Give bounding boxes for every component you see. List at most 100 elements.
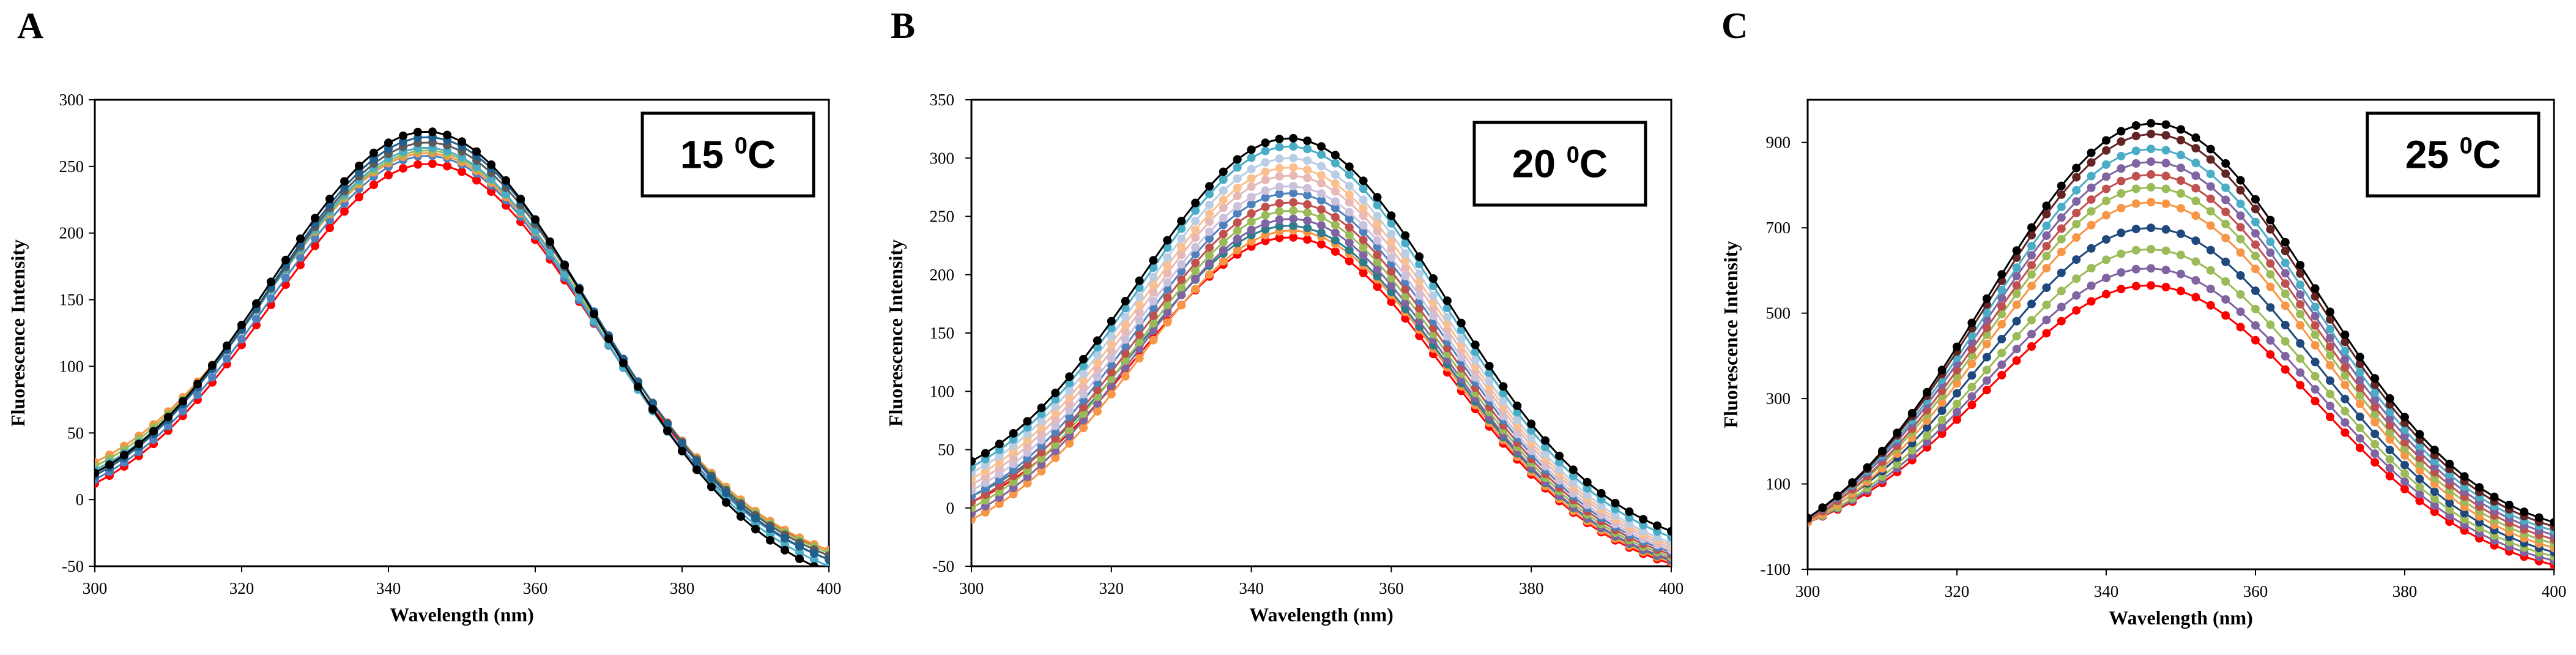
data-point-s4	[995, 457, 1004, 466]
data-point-s9	[2206, 266, 2215, 275]
data-point-s11	[2221, 311, 2230, 320]
data-point-s8	[355, 192, 363, 201]
data-point-s3	[2221, 183, 2230, 192]
data-point-s7	[2102, 211, 2110, 220]
y-tick-label: 300	[1766, 389, 1791, 408]
data-point-s7	[296, 253, 305, 262]
data-point-s6	[2326, 351, 2334, 360]
data-point-s11	[1937, 429, 1947, 438]
data-point-s10	[1953, 408, 1961, 417]
data-point-s8	[1233, 218, 1242, 227]
data-point-s1	[2311, 284, 2320, 293]
data-point-s9	[2147, 245, 2156, 253]
data-point-s3	[2191, 159, 2200, 168]
data-point-s1	[414, 127, 422, 137]
data-point-s1	[648, 405, 657, 414]
data-point-s1	[1149, 256, 1158, 265]
data-point-s3	[1331, 170, 1340, 179]
data-point-s4	[1387, 238, 1396, 246]
data-point-s3	[1457, 334, 1466, 343]
data-point-s5	[2281, 279, 2290, 288]
temperature-unit: C	[2473, 133, 2501, 177]
data-point-s9	[1997, 348, 2006, 357]
data-point-s3	[2042, 221, 2051, 230]
data-point-s11	[2072, 306, 2081, 315]
data-point-s4	[2251, 229, 2260, 238]
data-point-s12	[1149, 335, 1158, 345]
data-point-s1	[105, 460, 114, 470]
series-line-s2	[95, 136, 829, 561]
data-point-s10	[1303, 216, 1312, 225]
x-tick-label: 400	[1659, 579, 1684, 597]
data-point-s4	[2236, 211, 2245, 220]
data-point-s1	[1261, 138, 1270, 148]
data-point-s6	[1401, 271, 1410, 280]
data-point-s2	[1429, 282, 1438, 290]
data-point-s1	[1485, 362, 1494, 370]
series-line-s1	[95, 130, 817, 566]
data-point-s1	[369, 148, 378, 157]
data-point-s1	[1953, 342, 1961, 351]
data-point-s6	[1247, 193, 1256, 201]
data-point-s3	[1611, 511, 1620, 520]
data-point-s1	[1667, 526, 1671, 536]
data-point-s4	[2147, 157, 2156, 167]
data-point-s8	[1247, 209, 1256, 218]
data-point-s6	[1205, 227, 1214, 236]
data-point-s10	[2385, 463, 2394, 473]
data-point-s3	[2296, 280, 2305, 290]
data-point-s7	[2177, 204, 2185, 213]
data-point-s3	[1261, 158, 1270, 167]
data-point-s1	[1923, 387, 1932, 397]
data-point-s4	[1177, 242, 1186, 252]
data-point-s6	[2131, 184, 2140, 193]
y-tick-label: 100	[59, 357, 84, 375]
data-point-s10	[1387, 280, 1396, 290]
data-point-s6	[2012, 290, 2021, 299]
data-point-s10	[1219, 245, 1228, 255]
data-point-s8	[2415, 474, 2424, 484]
data-point-s7	[2430, 479, 2439, 488]
data-point-s9	[1107, 375, 1116, 384]
x-tick-label: 340	[376, 579, 401, 597]
data-point-s12	[1247, 237, 1256, 246]
data-point-s8	[1219, 230, 1228, 239]
data-point-s3	[1247, 165, 1256, 174]
data-point-s8	[325, 223, 334, 233]
data-point-s6	[1345, 208, 1354, 217]
data-point-s1	[1611, 498, 1620, 507]
data-point-s6	[1261, 186, 1270, 195]
data-point-s11	[2027, 342, 2036, 351]
data-point-s1	[1513, 401, 1522, 410]
data-point-s13	[1331, 247, 1340, 256]
data-point-s3	[1121, 312, 1130, 321]
data-point-s4	[810, 555, 818, 564]
x-axis-title: Wavelength (nm)	[1249, 604, 1394, 626]
data-point-s8	[2131, 225, 2140, 234]
data-point-s1	[252, 299, 261, 308]
data-point-s9	[1289, 206, 1298, 215]
data-point-s5	[981, 473, 990, 482]
data-point-s10	[2042, 315, 2051, 324]
data-point-s2	[2311, 292, 2320, 301]
data-point-s2	[2161, 131, 2170, 140]
data-point-s4	[1233, 183, 1242, 192]
data-point-s1	[995, 440, 1004, 449]
data-point-s1	[1982, 294, 1991, 303]
data-point-s10	[1923, 437, 1932, 446]
series-group	[95, 127, 829, 566]
data-point-s2	[2117, 137, 2126, 146]
data-point-s7	[2117, 203, 2126, 212]
data-point-s6	[1051, 421, 1060, 430]
data-point-s3	[1415, 269, 1424, 279]
y-tick-label: 250	[930, 208, 955, 226]
data-point-s6	[2147, 182, 2156, 192]
data-point-s2	[1289, 142, 1298, 151]
data-point-s2	[2131, 132, 2140, 141]
data-point-s5	[2072, 208, 2081, 217]
data-point-s4	[1401, 256, 1410, 266]
data-point-s9	[1967, 383, 1977, 392]
data-point-s9	[1275, 207, 1284, 216]
y-tick-label: 50	[67, 424, 84, 442]
data-point-s1	[1009, 429, 1018, 438]
